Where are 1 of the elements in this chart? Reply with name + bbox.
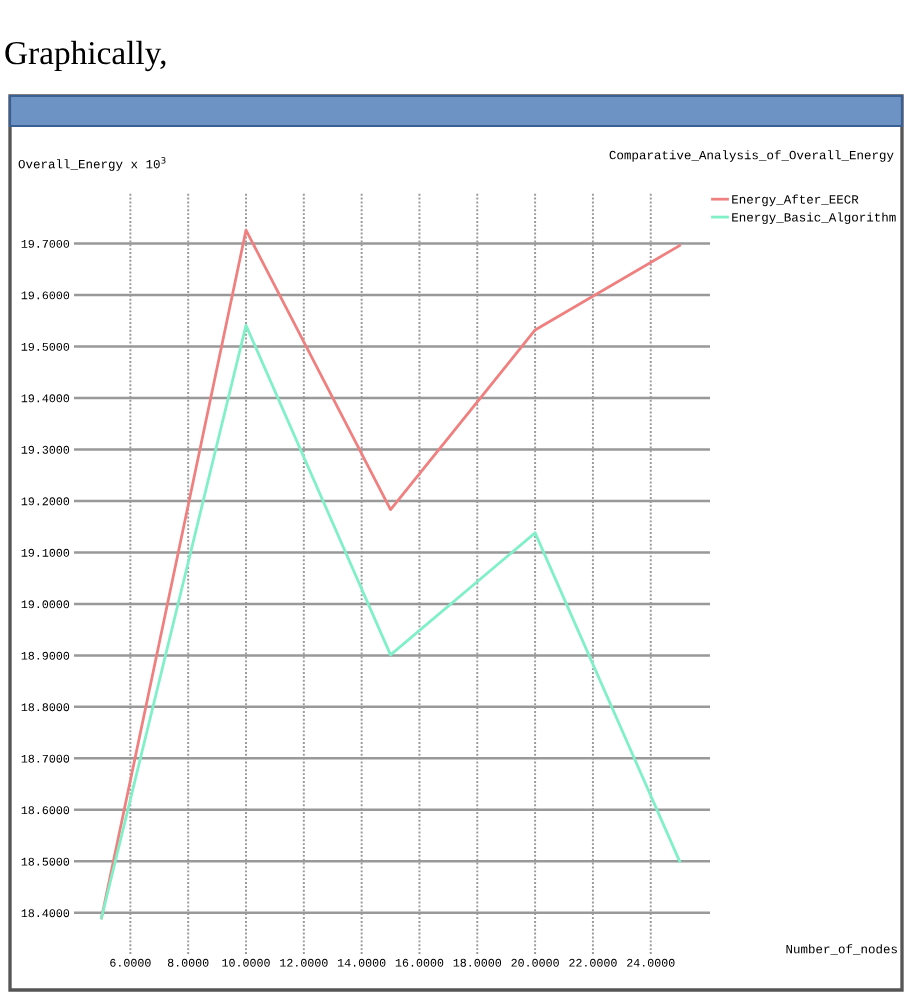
text: Graphically, xyxy=(5,40,166,72)
